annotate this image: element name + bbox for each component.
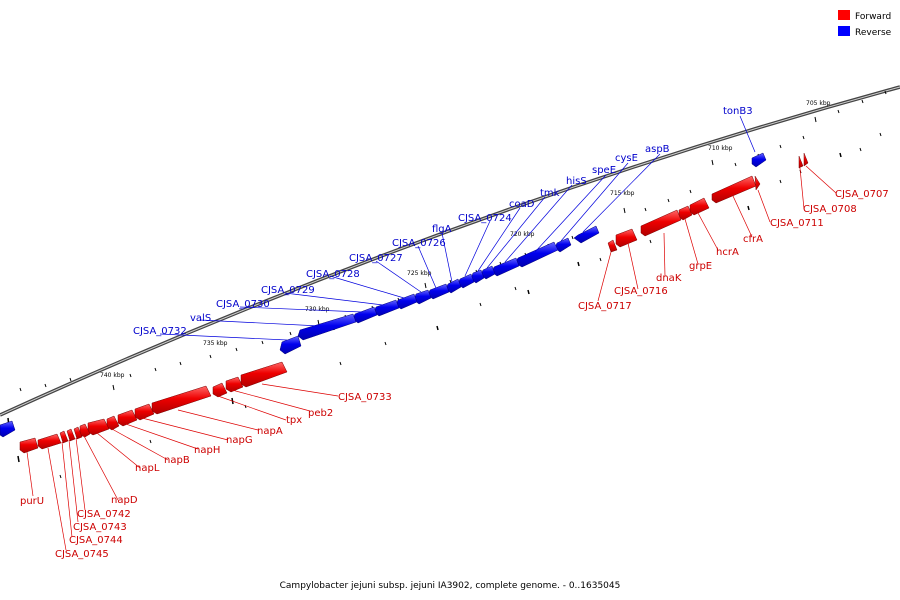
gene-label-napH: napH xyxy=(194,445,220,456)
gene-label-napL: napL xyxy=(135,463,160,474)
gene-CJSA_0745[interactable] xyxy=(37,433,62,450)
forward-genes xyxy=(19,152,809,454)
legend-reverse-label: Reverse xyxy=(855,28,892,38)
gene-label-CJSA_0727: CJSA_0727 xyxy=(349,253,403,264)
gene-napA[interactable] xyxy=(151,385,212,415)
gene-CJSA_0707[interactable] xyxy=(803,152,809,167)
forward-labels: CJSA_0707 CJSA_0708 CJSA_0711 cfrA hcrA … xyxy=(20,189,889,560)
gene-aspB[interactable] xyxy=(573,225,600,244)
gene-label-CJSA_0717: CJSA_0717 xyxy=(578,301,632,312)
gene-valS[interactable] xyxy=(297,313,357,341)
tick-label: 710 kbp xyxy=(708,145,733,152)
gene-label-napD: napD xyxy=(111,495,138,506)
tick-label: 730 kbp xyxy=(305,306,330,313)
gene-CJSA_0742[interactable] xyxy=(73,426,83,440)
gene-CJSA_0726[interactable] xyxy=(427,283,450,300)
gene-tonB3[interactable] xyxy=(751,152,767,168)
tick-label: 725 kbp xyxy=(407,270,432,277)
gene-speE[interactable] xyxy=(514,241,559,268)
gene-CJSA_0733[interactable] xyxy=(240,361,288,388)
gene-label-CJSA_0726: CJSA_0726 xyxy=(392,238,446,249)
legend: Forward Reverse xyxy=(838,10,892,38)
legend-forward-label: Forward xyxy=(855,12,891,22)
gene-napH[interactable] xyxy=(117,409,138,427)
gene-CJSA_0708[interactable] xyxy=(798,155,804,169)
gene-label-CJSA_0729: CJSA_0729 xyxy=(261,285,315,296)
gene-napG[interactable] xyxy=(134,403,155,421)
gene-label-coaD: coaD xyxy=(509,199,535,210)
gene-CJSA_0743[interactable] xyxy=(66,428,76,442)
gene-label-CJSA_0743: CJSA_0743 xyxy=(73,522,127,533)
gene-label-CJSA_0744: CJSA_0744 xyxy=(69,535,123,546)
gene-label-hisS: hisS xyxy=(566,176,587,187)
gene-napL[interactable] xyxy=(87,418,110,436)
gene-label-tpx: tpx xyxy=(286,415,302,426)
gene-CJSA_0729[interactable] xyxy=(373,299,400,317)
gene-peb2[interactable] xyxy=(225,376,244,393)
gene-label-purU: purU xyxy=(20,496,44,507)
gene-napB[interactable] xyxy=(106,415,120,431)
gene-label-speE: speE xyxy=(592,165,616,176)
tick-label: 740 kbp xyxy=(100,372,125,379)
gene-left-edge[interactable] xyxy=(0,420,16,438)
gene-label-CJSA_0708: CJSA_0708 xyxy=(803,204,857,215)
tick-label: 715 kbp xyxy=(610,190,635,197)
tick-label: 720 kbp xyxy=(510,231,535,238)
reverse-leader-lines xyxy=(159,115,756,341)
gene-CJSA_0744[interactable] xyxy=(59,430,69,444)
reverse-labels: tonB3 aspB cysE speE hisS tmk coaD CJSA_… xyxy=(133,106,753,337)
gene-label-hcrA: hcrA xyxy=(716,247,739,258)
gene-cfrA[interactable] xyxy=(711,175,757,204)
gene-CJSA_0732[interactable] xyxy=(279,335,302,355)
gene-label-cfrA: cfrA xyxy=(743,234,763,245)
gene-label-CJSA_0724: CJSA_0724 xyxy=(458,213,512,224)
reverse-genes xyxy=(0,152,767,438)
gene-hisS[interactable] xyxy=(491,257,520,277)
legend-reverse-swatch xyxy=(838,26,850,36)
gene-hcrA[interactable] xyxy=(689,197,710,216)
gene-label-cysE: cysE xyxy=(615,153,638,164)
gene-label-grpE: grpE xyxy=(689,261,712,272)
gene-label-CJSA_0730: CJSA_0730 xyxy=(216,299,270,310)
outer-ticks xyxy=(7,90,887,463)
gene-label-dnaK: dnaK xyxy=(656,273,682,284)
genome-backbone xyxy=(0,85,900,417)
gene-CJSA_0716[interactable] xyxy=(615,228,638,248)
gene-label-CJSA_0716: CJSA_0716 xyxy=(614,286,668,297)
gene-CJSA_0711[interactable] xyxy=(754,175,761,191)
gene-label-CJSA_0707: CJSA_0707 xyxy=(835,189,889,200)
gene-label-valS: valS xyxy=(190,313,211,324)
gene-label-napA: napA xyxy=(257,426,283,437)
forward-leader-lines xyxy=(26,165,837,551)
gene-label-CJSA_0732: CJSA_0732 xyxy=(133,326,187,337)
gene-label-tmk: tmk xyxy=(540,188,560,199)
gene-label-flgA: flgA xyxy=(432,224,452,235)
gene-CJSA_0730[interactable] xyxy=(352,306,378,324)
gene-label-CJSA_0728: CJSA_0728 xyxy=(306,269,360,280)
gene-purU[interactable] xyxy=(19,437,39,454)
inner-ticks xyxy=(59,132,882,479)
gene-label-tonB3: tonB3 xyxy=(723,106,753,117)
gene-label-peb2: peb2 xyxy=(308,408,333,419)
gene-CJSA_0717[interactable] xyxy=(607,239,618,253)
legend-forward-swatch xyxy=(838,10,850,20)
kbp-labels: 705 kbp 710 kbp 715 kbp 720 kbp 725 kbp … xyxy=(100,100,831,379)
gene-label-CJSA_0742: CJSA_0742 xyxy=(77,509,131,520)
gene-tpx[interactable] xyxy=(212,382,228,398)
gene-label-CJSA_0711: CJSA_0711 xyxy=(770,218,824,229)
gene-label-CJSA_0745: CJSA_0745 xyxy=(55,549,109,560)
map-caption: Campylobacter jejuni subsp. jejuni IA390… xyxy=(280,581,621,591)
gene-dnaK[interactable] xyxy=(640,209,682,237)
gene-label-CJSA_0733: CJSA_0733 xyxy=(338,392,392,403)
tick-label: 735 kbp xyxy=(203,340,228,347)
gene-label-napB: napB xyxy=(164,455,190,466)
gene-label-aspB: aspB xyxy=(645,144,670,155)
tick-label: 705 kbp xyxy=(806,100,831,107)
gene-label-napG: napG xyxy=(226,435,253,446)
